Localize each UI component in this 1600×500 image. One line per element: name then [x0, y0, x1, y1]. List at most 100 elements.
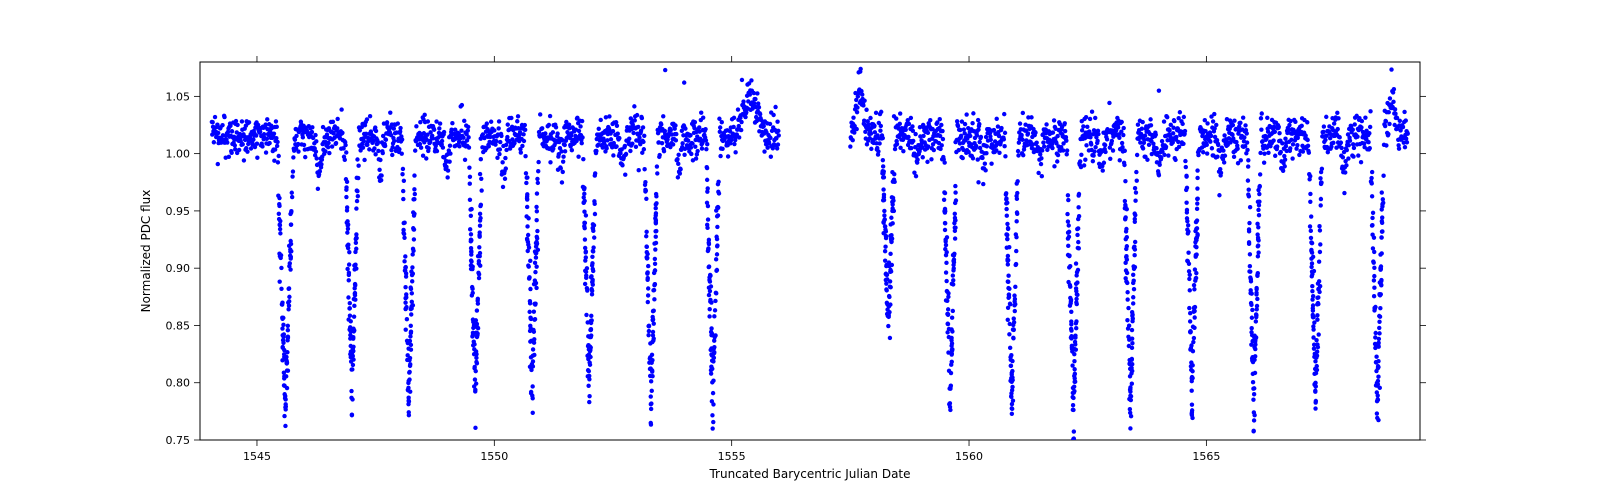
data-point — [1133, 220, 1137, 224]
data-point — [235, 123, 239, 127]
data-point — [1010, 369, 1014, 373]
data-point — [216, 162, 220, 166]
data-point — [1188, 288, 1192, 292]
data-point — [1214, 123, 1218, 127]
data-point — [409, 312, 413, 316]
data-point — [390, 153, 394, 157]
data-point — [1295, 143, 1299, 147]
data-point — [412, 237, 416, 241]
data-point — [1353, 122, 1357, 126]
data-point — [580, 119, 584, 123]
data-point — [414, 124, 418, 128]
data-point — [487, 144, 491, 148]
data-point — [1254, 312, 1258, 316]
data-point — [1051, 130, 1055, 134]
data-point — [618, 151, 622, 155]
data-point — [1376, 379, 1380, 383]
data-point — [578, 124, 582, 128]
data-point — [1066, 230, 1070, 234]
data-point — [675, 157, 679, 161]
data-point — [1209, 134, 1213, 138]
data-point — [938, 117, 942, 121]
data-point — [1313, 400, 1317, 404]
data-point — [689, 145, 693, 149]
data-point — [408, 285, 412, 289]
data-point — [907, 122, 911, 126]
data-point — [1250, 339, 1254, 343]
data-point — [654, 220, 658, 224]
data-point — [1075, 233, 1079, 237]
data-point — [282, 376, 286, 380]
data-point — [1248, 252, 1252, 256]
data-point — [1256, 243, 1260, 247]
data-point — [1066, 219, 1070, 223]
data-point — [335, 117, 339, 121]
data-point — [528, 324, 532, 328]
data-point — [535, 236, 539, 240]
data-point — [1123, 199, 1127, 203]
data-point — [1280, 141, 1284, 145]
data-point — [282, 384, 286, 388]
data-point — [1376, 343, 1380, 347]
data-point — [1216, 143, 1220, 147]
data-point — [942, 160, 946, 164]
data-point — [648, 341, 652, 345]
data-point — [944, 253, 948, 257]
data-point — [478, 172, 482, 176]
data-point — [713, 308, 717, 312]
data-point — [713, 299, 717, 303]
data-point — [983, 168, 987, 172]
data-point — [1266, 151, 1270, 155]
data-point — [1190, 363, 1194, 367]
data-point — [953, 190, 957, 194]
data-point — [1128, 411, 1132, 415]
data-point — [448, 143, 452, 147]
data-point — [881, 187, 885, 191]
data-point — [1128, 426, 1132, 430]
data-point — [355, 188, 359, 192]
data-point — [1131, 295, 1135, 299]
data-point — [1246, 164, 1250, 168]
data-point — [1014, 232, 1018, 236]
data-point — [776, 142, 780, 146]
data-point — [280, 300, 284, 304]
data-point — [379, 178, 383, 182]
data-point — [1006, 318, 1010, 322]
data-point — [1245, 131, 1249, 135]
data-point — [1339, 146, 1343, 150]
data-point — [642, 134, 646, 138]
data-point — [1006, 280, 1010, 284]
data-point — [951, 273, 955, 277]
data-point — [1212, 112, 1216, 116]
data-point — [651, 330, 655, 334]
data-point — [241, 142, 245, 146]
data-point — [1073, 372, 1077, 376]
data-point — [423, 113, 427, 117]
data-point — [1190, 412, 1194, 416]
data-point — [352, 314, 356, 318]
data-point — [1072, 347, 1076, 351]
data-point — [945, 235, 949, 239]
data-point — [591, 249, 595, 253]
data-point — [1360, 119, 1364, 123]
data-point — [720, 147, 724, 151]
data-point — [1293, 120, 1297, 124]
data-point — [1005, 233, 1009, 237]
data-point — [1009, 376, 1013, 380]
data-point — [1283, 164, 1287, 168]
data-point — [944, 279, 948, 283]
data-point — [1007, 295, 1011, 299]
data-point — [584, 249, 588, 253]
data-point — [1066, 253, 1070, 257]
data-point — [953, 225, 957, 229]
data-point — [254, 133, 258, 137]
data-point — [890, 209, 894, 213]
data-point — [1316, 301, 1320, 305]
data-point — [1162, 153, 1166, 157]
data-point — [645, 270, 649, 274]
data-point — [350, 397, 354, 401]
data-point — [1010, 412, 1014, 416]
data-point — [1305, 138, 1309, 142]
data-point — [989, 138, 993, 142]
data-point — [889, 239, 893, 243]
